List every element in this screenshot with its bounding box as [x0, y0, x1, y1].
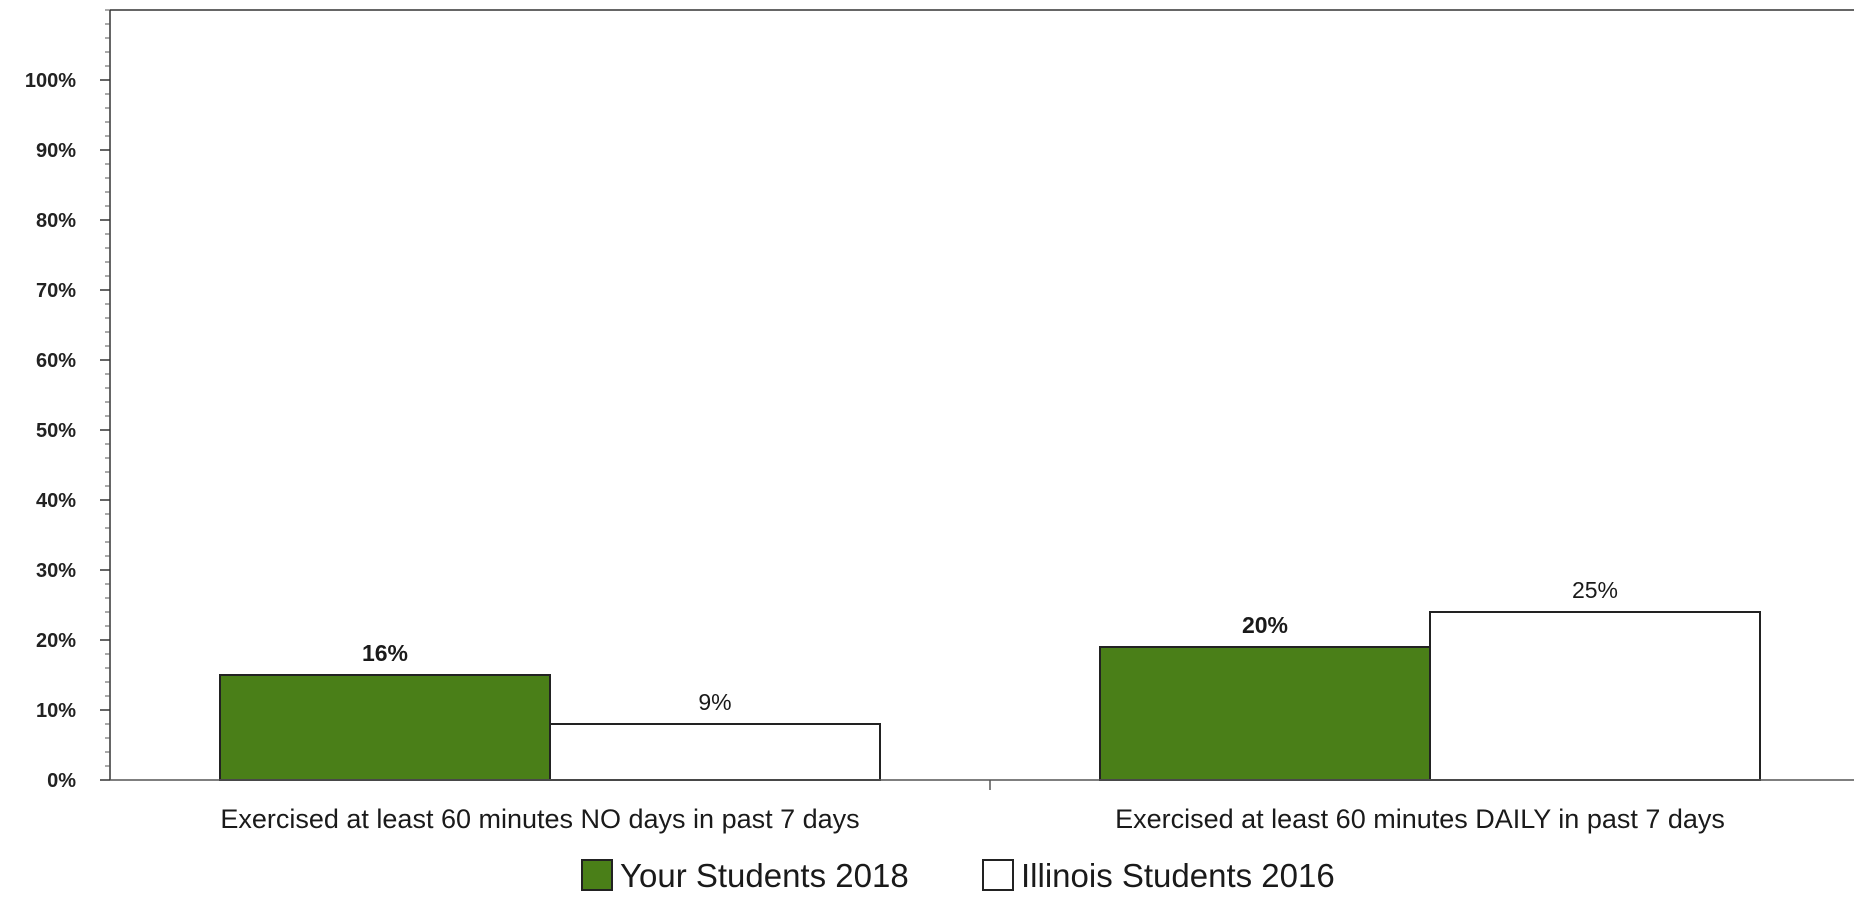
data-label: 9% [698, 689, 731, 715]
bar-illinois-students-0 [549, 723, 881, 781]
y-tick-label: 80% [36, 210, 76, 232]
data-label: 20% [1242, 612, 1288, 638]
y-tick-label: 0% [47, 770, 76, 792]
bar-your-students-0 [219, 674, 551, 781]
y-tick-label: 90% [36, 140, 76, 162]
legend-label: Illinois Students 2016 [1021, 857, 1335, 894]
y-tick-label: 10% [36, 700, 76, 722]
x-category-label: Exercised at least 60 minutes NO days in… [220, 804, 859, 834]
legend-swatch [581, 859, 613, 891]
legend: Your Students 2018 Illinois Students 2016 [581, 857, 1335, 894]
y-tick-label: 20% [36, 630, 76, 652]
data-label: 16% [362, 640, 408, 666]
legend-swatch [982, 859, 1014, 891]
bars: 16% 9% 20% 25% [219, 577, 1761, 781]
data-label: 25% [1572, 577, 1618, 603]
y-tick-label: 70% [36, 280, 76, 302]
y-tick-label: 60% [36, 350, 76, 372]
y-axis: 0% 10% 20% 30% 40% 50% 60% 70% 80% 90% 100% [25, 9, 1854, 792]
y-tick-label: 50% [36, 420, 76, 442]
y-tick-label: 100% [25, 70, 76, 92]
x-category-label: Exercised at least 60 minutes DAILY in p… [1115, 804, 1725, 834]
y-tick-label: 40% [36, 490, 76, 512]
bar-your-students-1 [1099, 646, 1431, 781]
y-tick-label: 30% [36, 560, 76, 582]
bar-illinois-students-1 [1429, 611, 1761, 781]
x-axis: Exercised at least 60 minutes NO days in… [110, 779, 1854, 834]
legend-label: Your Students 2018 [620, 857, 909, 894]
